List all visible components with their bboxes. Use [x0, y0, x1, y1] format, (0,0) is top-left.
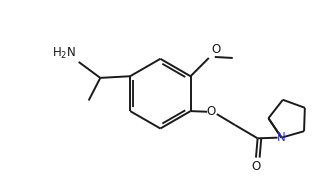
Text: N: N — [277, 131, 286, 144]
Text: O: O — [211, 43, 220, 56]
Text: O: O — [206, 105, 216, 118]
Text: O: O — [251, 160, 261, 173]
Text: H$_2$N: H$_2$N — [52, 45, 76, 61]
